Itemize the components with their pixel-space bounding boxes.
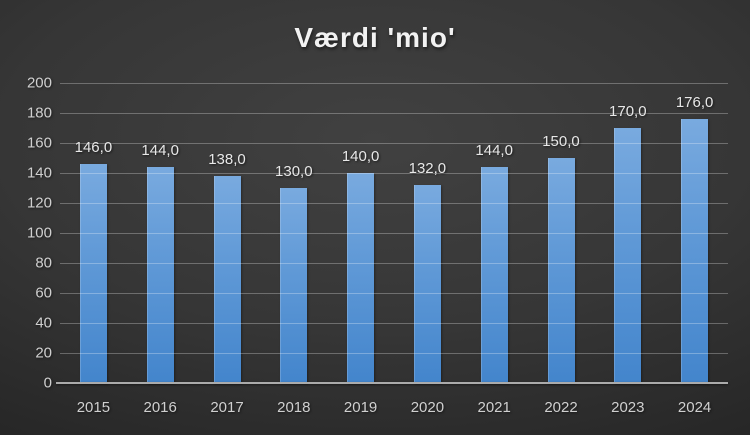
x-axis-line bbox=[56, 382, 728, 384]
y-tick-label: 200 bbox=[26, 74, 52, 92]
x-tick-label: 2024 bbox=[677, 399, 712, 416]
y-tick-label: 180 bbox=[26, 104, 52, 122]
bar-2017[interactable] bbox=[213, 176, 241, 383]
bar-value-label: 144,0 bbox=[475, 142, 513, 159]
bar-2016[interactable] bbox=[146, 167, 174, 383]
x-tick-label: 2019 bbox=[343, 399, 378, 416]
bar-value-label: 144,0 bbox=[141, 142, 179, 159]
bar-value-label: 176,0 bbox=[675, 94, 714, 111]
y-axis: 0 20 40 60 80 100 120 140 160 180 200 bbox=[0, 75, 52, 392]
bar-2020[interactable] bbox=[413, 185, 441, 383]
y-tick-label: 140 bbox=[26, 164, 52, 182]
y-tick-label: 80 bbox=[35, 254, 52, 272]
bar-value-label: 132,0 bbox=[408, 160, 447, 177]
x-tick-label: 2015 bbox=[76, 399, 111, 416]
x-axis: 2015 2016 2017 2018 2019 2020 2021 2022 2023 2024 bbox=[60, 391, 728, 423]
y-tick-label: 0 bbox=[43, 374, 52, 392]
x-tick-label: 2023 bbox=[611, 399, 645, 416]
bar-value-label: 170,0 bbox=[609, 103, 647, 120]
gridline bbox=[60, 202, 728, 204]
x-tick-label: 2021 bbox=[477, 399, 511, 416]
gridline bbox=[60, 172, 728, 174]
bar-2023[interactable] bbox=[614, 128, 642, 383]
bar-2015[interactable] bbox=[79, 164, 107, 383]
plot-area: 146,0 144,0 138,0 130,0 140,0 132,0 144,0 150,0… bbox=[56, 82, 728, 384]
gridline bbox=[60, 232, 728, 234]
gridline bbox=[60, 322, 728, 324]
gridline bbox=[60, 82, 728, 84]
gridline bbox=[60, 352, 728, 354]
x-tick-label: 2022 bbox=[544, 399, 578, 416]
gridline bbox=[60, 142, 728, 144]
gridline bbox=[60, 292, 728, 294]
x-tick-label: 2017 bbox=[210, 399, 244, 416]
y-tick-label: 20 bbox=[35, 344, 52, 362]
x-tick-label: 2020 bbox=[410, 399, 445, 416]
bar-2018[interactable] bbox=[280, 188, 308, 383]
bar-value-label: 140,0 bbox=[341, 148, 380, 165]
chart-title: Værdi 'mio' bbox=[294, 22, 456, 53]
y-tick-label: 100 bbox=[26, 224, 52, 242]
bar-value-label: 138,0 bbox=[208, 151, 246, 168]
bar-2022[interactable] bbox=[547, 158, 575, 383]
y-tick-label: 40 bbox=[35, 314, 52, 332]
gridline bbox=[60, 112, 728, 114]
y-tick-label: 120 bbox=[26, 194, 52, 212]
bar-2021[interactable] bbox=[480, 167, 508, 383]
bar-2024[interactable] bbox=[681, 119, 709, 383]
gridline bbox=[60, 262, 728, 264]
bar-value-label: 130,0 bbox=[275, 163, 313, 180]
y-tick-label: 160 bbox=[26, 134, 52, 152]
x-tick-label: 2016 bbox=[143, 399, 177, 416]
y-tick-label: 60 bbox=[35, 284, 52, 302]
bar-2019[interactable] bbox=[347, 173, 375, 383]
bar-value-label: 150,0 bbox=[542, 133, 580, 150]
x-tick-label: 2018 bbox=[277, 399, 311, 416]
bar-value-label: 146,0 bbox=[74, 139, 113, 156]
